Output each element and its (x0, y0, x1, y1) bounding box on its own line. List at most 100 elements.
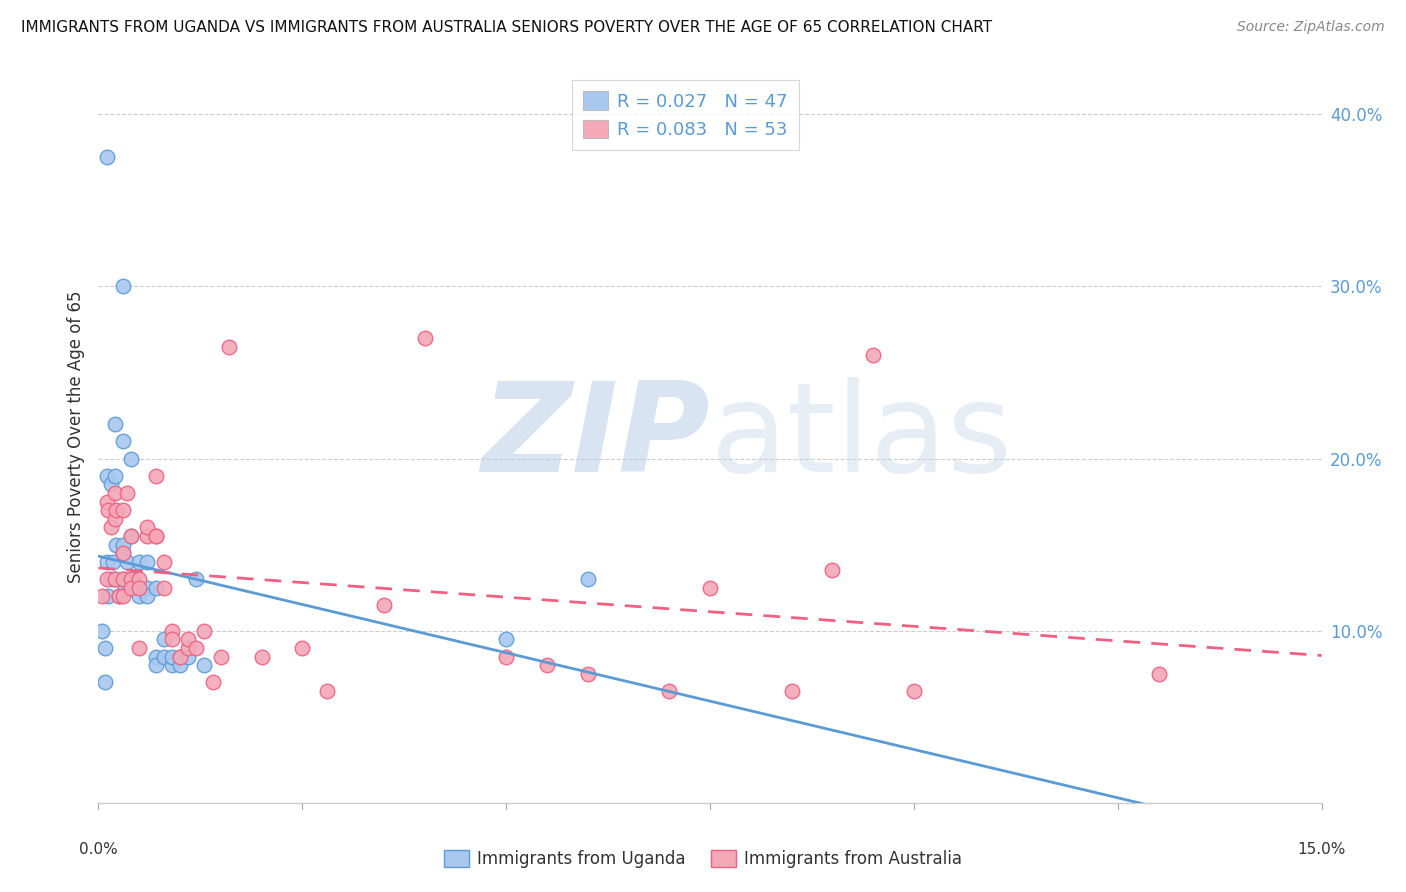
Point (160, 632, 183, 647)
Point (91, 624, 114, 638)
Point (100, 520, 122, 534)
Point (104, 512, 127, 526)
Point (104, 468, 127, 483)
Point (96, 468, 118, 483)
Point (105, 503, 128, 517)
Point (576, 666, 599, 681)
Point (105, 538, 128, 552)
Point (160, 658, 183, 673)
Point (193, 624, 215, 638)
Point (120, 572, 142, 586)
Point (145, 658, 167, 673)
Point (152, 632, 174, 647)
Point (111, 503, 134, 517)
Point (96, 555, 118, 569)
Point (152, 649, 174, 664)
Point (145, 529, 167, 543)
Point (111, 572, 134, 586)
Point (136, 555, 159, 569)
Point (128, 555, 150, 569)
Text: atlas: atlas (710, 376, 1012, 498)
Point (91, 589, 114, 603)
Point (96, 572, 118, 586)
Point (94, 675, 117, 690)
Point (186, 640, 208, 655)
Point (100, 477, 122, 491)
Point (169, 649, 191, 664)
Point (96, 494, 118, 508)
Point (101, 555, 124, 569)
Point (120, 529, 142, 543)
Point (576, 572, 599, 586)
Point (1147, 666, 1170, 681)
Text: Source: ZipAtlas.com: Source: ZipAtlas.com (1237, 20, 1385, 34)
Point (128, 581, 150, 595)
Text: IMMIGRANTS FROM UGANDA VS IMMIGRANTS FROM AUSTRALIA SENIORS POVERTY OVER THE AGE: IMMIGRANTS FROM UGANDA VS IMMIGRANTS FRO… (21, 20, 993, 35)
Point (250, 649, 273, 664)
Point (413, 331, 436, 345)
Point (177, 640, 200, 655)
Point (115, 486, 138, 500)
Point (128, 589, 150, 603)
Point (104, 417, 127, 432)
Point (169, 649, 191, 664)
Point (111, 546, 134, 560)
Point (160, 624, 183, 638)
Point (104, 572, 127, 586)
Text: 15.0%: 15.0% (1298, 842, 1346, 856)
Point (160, 649, 183, 664)
Text: ZIP: ZIP (481, 376, 710, 498)
Point (821, 564, 844, 578)
Point (136, 589, 159, 603)
Point (291, 640, 314, 655)
Point (495, 649, 517, 664)
Point (120, 572, 142, 586)
Point (104, 486, 127, 500)
Point (218, 340, 240, 354)
Point (111, 589, 134, 603)
Point (186, 572, 208, 586)
Point (115, 555, 138, 569)
Point (97, 589, 120, 603)
Point (136, 529, 159, 543)
Point (145, 649, 167, 664)
Text: 0.0%: 0.0% (79, 842, 118, 856)
Point (111, 538, 134, 552)
Point (699, 581, 721, 595)
Point (104, 572, 127, 586)
Point (780, 684, 803, 698)
Point (315, 684, 337, 698)
Point (903, 684, 925, 698)
Point (169, 658, 191, 673)
Point (495, 632, 517, 647)
Point (177, 649, 200, 664)
Point (209, 649, 232, 664)
Point (193, 658, 215, 673)
Point (111, 546, 134, 560)
Point (136, 581, 159, 595)
Y-axis label: Seniors Poverty Over the Age of 65: Seniors Poverty Over the Age of 65 (66, 291, 84, 583)
Point (121, 572, 143, 586)
Point (114, 581, 136, 595)
Point (120, 451, 142, 466)
Point (96, 150, 118, 164)
Point (658, 684, 681, 698)
Point (108, 589, 131, 603)
Point (120, 529, 142, 543)
Point (128, 572, 150, 586)
Point (373, 598, 395, 612)
Point (145, 581, 167, 595)
Point (152, 581, 174, 595)
Point (111, 279, 134, 293)
Point (100, 572, 122, 586)
Point (136, 520, 159, 534)
Point (120, 581, 142, 595)
Point (177, 632, 200, 647)
Point (145, 529, 167, 543)
Point (862, 348, 884, 362)
Point (128, 581, 150, 595)
Legend: R = 0.027   N = 47, R = 0.083   N = 53: R = 0.027 N = 47, R = 0.083 N = 53 (572, 80, 799, 150)
Point (97, 503, 120, 517)
Point (536, 658, 558, 673)
Point (111, 572, 134, 586)
